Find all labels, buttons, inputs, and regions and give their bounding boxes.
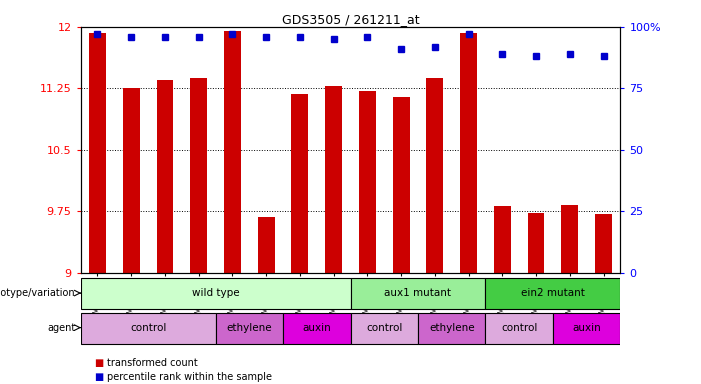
Text: aux1 mutant: aux1 mutant <box>384 288 451 298</box>
Text: ethylene: ethylene <box>226 323 272 333</box>
Bar <box>350 278 485 310</box>
Bar <box>485 278 620 310</box>
Bar <box>350 313 418 344</box>
Text: control: control <box>130 323 166 333</box>
Bar <box>292 94 308 273</box>
Bar <box>393 96 409 273</box>
Bar <box>460 33 477 273</box>
Bar <box>553 313 620 344</box>
Text: ethylene: ethylene <box>429 323 475 333</box>
Text: ■: ■ <box>95 372 107 382</box>
Bar <box>562 205 578 273</box>
Text: auxin: auxin <box>572 323 601 333</box>
Bar <box>190 78 207 273</box>
Bar <box>123 88 139 273</box>
Text: ein2 mutant: ein2 mutant <box>521 288 585 298</box>
Bar <box>216 313 283 344</box>
Bar <box>89 33 106 273</box>
Bar <box>224 31 241 273</box>
Text: auxin: auxin <box>302 323 331 333</box>
Bar <box>325 86 342 273</box>
Text: agent: agent <box>47 323 75 333</box>
Bar <box>258 217 275 273</box>
Title: GDS3505 / 261211_at: GDS3505 / 261211_at <box>282 13 419 26</box>
Bar <box>485 313 553 344</box>
Text: control: control <box>501 323 538 333</box>
Text: wild type: wild type <box>192 288 239 298</box>
Bar <box>418 313 485 344</box>
Bar <box>595 214 612 273</box>
Bar <box>426 78 443 273</box>
Text: percentile rank within the sample: percentile rank within the sample <box>107 372 272 382</box>
Bar <box>81 278 350 310</box>
Text: transformed count: transformed count <box>107 358 198 368</box>
Bar <box>494 206 511 273</box>
Text: ■: ■ <box>95 358 107 368</box>
Text: genotype/variation: genotype/variation <box>0 288 75 298</box>
Bar <box>81 313 216 344</box>
Text: control: control <box>366 323 402 333</box>
Bar <box>528 213 545 273</box>
Bar <box>359 91 376 273</box>
Bar <box>283 313 350 344</box>
Bar <box>156 80 173 273</box>
